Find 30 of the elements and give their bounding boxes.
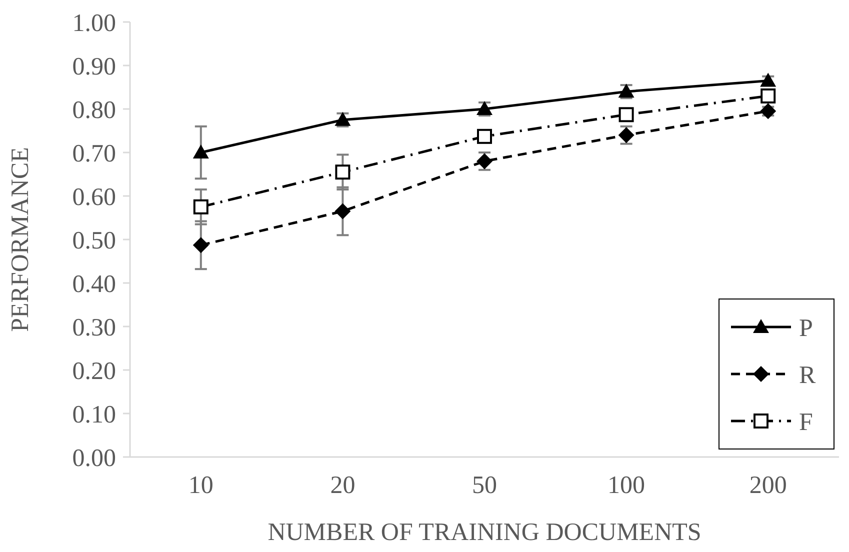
point — [335, 164, 350, 180]
legend-label: P — [799, 314, 813, 342]
y-tick-label: 0.90 — [72, 53, 116, 80]
point — [192, 237, 209, 254]
point — [760, 72, 776, 87]
x-tick-label: 200 — [749, 472, 787, 499]
point — [192, 144, 209, 158]
legend-label: R — [799, 362, 816, 389]
x-tick-label: 10 — [188, 472, 214, 499]
point — [334, 203, 351, 220]
y-tick-label: 0.70 — [72, 140, 116, 168]
x-tick-label: 100 — [608, 472, 646, 499]
point — [193, 199, 208, 214]
y-tick-label: 0.20 — [72, 358, 116, 385]
y-tick-label: 0.60 — [72, 184, 116, 211]
y-tick-label: 0.50 — [72, 227, 116, 254]
y-tick-label: 1.00 — [72, 10, 116, 37]
x-axis-title: NUMBER OF TRAINING DOCUMENTS — [268, 519, 702, 546]
point — [477, 128, 492, 144]
x-tick-label: 20 — [330, 472, 356, 499]
y-tick-label: 0.30 — [72, 314, 116, 342]
y-tick-label: 0.00 — [72, 444, 116, 472]
point — [618, 107, 634, 122]
x-tick-label: 50 — [472, 472, 497, 499]
point — [760, 88, 776, 104]
y-tick-label: 0.80 — [72, 96, 116, 124]
y-axis-title: PERFORMANCE — [7, 147, 34, 332]
y-tick-label: 0.40 — [72, 270, 116, 298]
legend-label: F — [799, 408, 813, 436]
y-tick-label: 0.10 — [72, 401, 116, 428]
